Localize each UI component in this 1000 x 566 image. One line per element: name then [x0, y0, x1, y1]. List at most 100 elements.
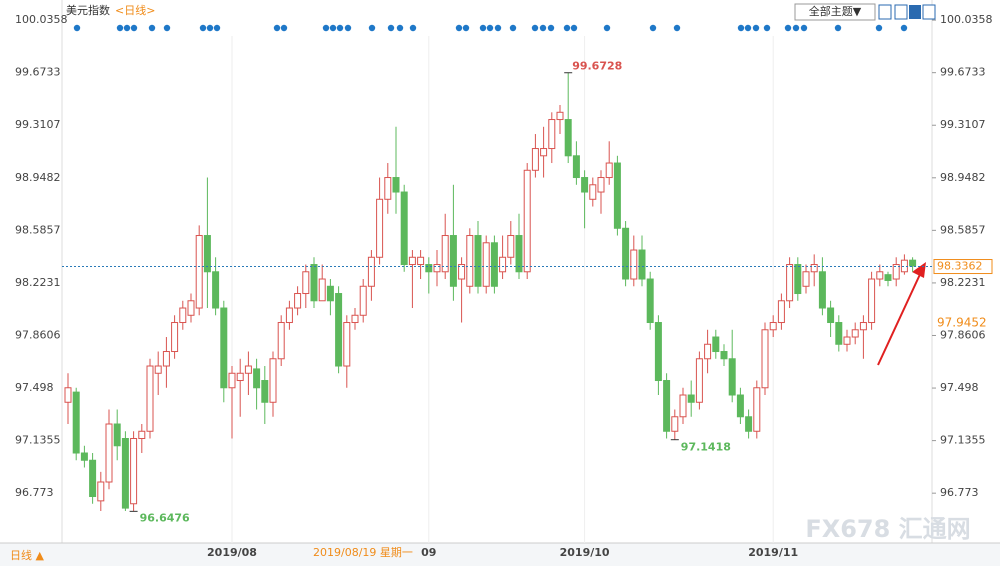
candle-body — [228, 372, 236, 389]
y2-tick-label: 99.6733 — [940, 66, 986, 79]
event-dot — [199, 24, 207, 32]
candle-body — [818, 271, 826, 309]
candle-body — [326, 285, 334, 302]
candle-body — [572, 155, 580, 179]
y2-tick-label: 97.498 — [940, 381, 979, 394]
candle-body — [622, 227, 630, 280]
candle-body — [810, 264, 818, 273]
candle-body — [425, 264, 433, 273]
last-price-label: 98.3362 — [937, 260, 983, 273]
event-dot — [163, 24, 171, 32]
candle-body — [310, 264, 318, 302]
event-dot — [539, 24, 547, 32]
candle-body — [900, 259, 908, 273]
candle-body — [695, 358, 703, 403]
candle-body — [171, 322, 179, 353]
candle-body — [531, 148, 539, 171]
candle-body — [220, 307, 228, 389]
candle-body — [704, 343, 712, 360]
candle-body — [318, 278, 326, 302]
candle-body — [646, 278, 654, 324]
tool-icon[interactable] — [922, 4, 936, 20]
event-dot — [344, 24, 352, 32]
event-dot — [800, 24, 808, 32]
footer-period[interactable]: 日线 ▲ — [10, 548, 44, 562]
candle-body — [720, 351, 728, 360]
candle-body — [458, 264, 466, 280]
event-dot — [649, 24, 657, 32]
candle-body — [654, 322, 662, 382]
candle-body — [859, 322, 867, 331]
event-dot — [206, 24, 214, 32]
candle-body — [72, 391, 80, 454]
candle-body — [761, 329, 769, 389]
candle-body — [294, 293, 302, 309]
candle-body — [195, 235, 203, 309]
candle-body — [351, 314, 359, 324]
candle-body — [302, 271, 310, 295]
candle-body — [146, 365, 154, 432]
y2-tick-label: 99.3107 — [940, 118, 986, 131]
candle-body — [64, 387, 72, 403]
candle-body — [212, 271, 220, 309]
candle-body — [138, 430, 146, 440]
candle-body — [589, 184, 597, 200]
candle-body — [736, 394, 744, 418]
candle-body — [179, 307, 187, 324]
event-dot — [73, 24, 81, 32]
candle-body — [605, 162, 613, 179]
max-label: 99.6728 — [572, 60, 622, 73]
candle-body — [367, 256, 375, 287]
event-dot — [744, 24, 752, 32]
candle-body — [548, 119, 556, 150]
candle-body — [408, 256, 416, 266]
y-tick-label: 98.9482 — [15, 171, 61, 184]
y-tick-label: 96.773 — [15, 486, 54, 499]
candle-body — [384, 177, 392, 200]
candle-body — [564, 119, 572, 157]
theme-button[interactable] — [794, 3, 876, 21]
y-tick-label: 98.2231 — [15, 276, 61, 289]
event-dot — [273, 24, 281, 32]
event-dot — [792, 24, 800, 32]
candle-body — [113, 423, 121, 447]
crosshair-date: 2019/08/19 星期一 — [313, 546, 413, 559]
event-dot — [563, 24, 571, 32]
y-tick-label: 99.6733 — [15, 66, 61, 79]
event-dot — [531, 24, 539, 32]
event-dot — [322, 24, 330, 32]
tool-icon[interactable] — [878, 4, 892, 20]
candle-body — [679, 394, 687, 418]
candle-body — [794, 264, 802, 295]
y-tick-label: 97.498 — [15, 381, 54, 394]
candle-body — [449, 235, 457, 287]
candle-body — [130, 438, 138, 505]
tool-icon[interactable] — [909, 5, 921, 19]
y2-tick-label: 96.773 — [940, 486, 979, 499]
event-dot — [570, 24, 578, 32]
tool-icon[interactable] — [894, 4, 908, 20]
period-label[interactable]: <日线> — [115, 3, 155, 17]
candle-body — [236, 372, 244, 382]
event-dot — [673, 24, 681, 32]
candle-body — [892, 264, 900, 280]
y2-tick-label: 97.8606 — [940, 328, 986, 341]
event-dot — [603, 24, 611, 32]
theme-button-text[interactable]: 全部主题▼ — [809, 4, 862, 18]
candle-body — [154, 365, 162, 374]
event-dot — [116, 24, 124, 32]
event-dot — [737, 24, 745, 32]
y-tick-label: 97.1355 — [15, 434, 61, 447]
watermark: FX678 汇通网 — [805, 515, 970, 543]
x-tick-label: 2019/08 — [207, 546, 257, 559]
candle-body — [613, 162, 621, 229]
candle-body — [876, 271, 884, 280]
candle-body — [777, 300, 785, 324]
candle-body — [843, 336, 851, 345]
candle-body — [482, 242, 490, 287]
candle-body — [203, 235, 211, 273]
event-dot — [396, 24, 404, 32]
event-dot — [336, 24, 344, 32]
event-dot — [368, 24, 376, 32]
y2-tick-label: 98.2231 — [940, 276, 986, 289]
